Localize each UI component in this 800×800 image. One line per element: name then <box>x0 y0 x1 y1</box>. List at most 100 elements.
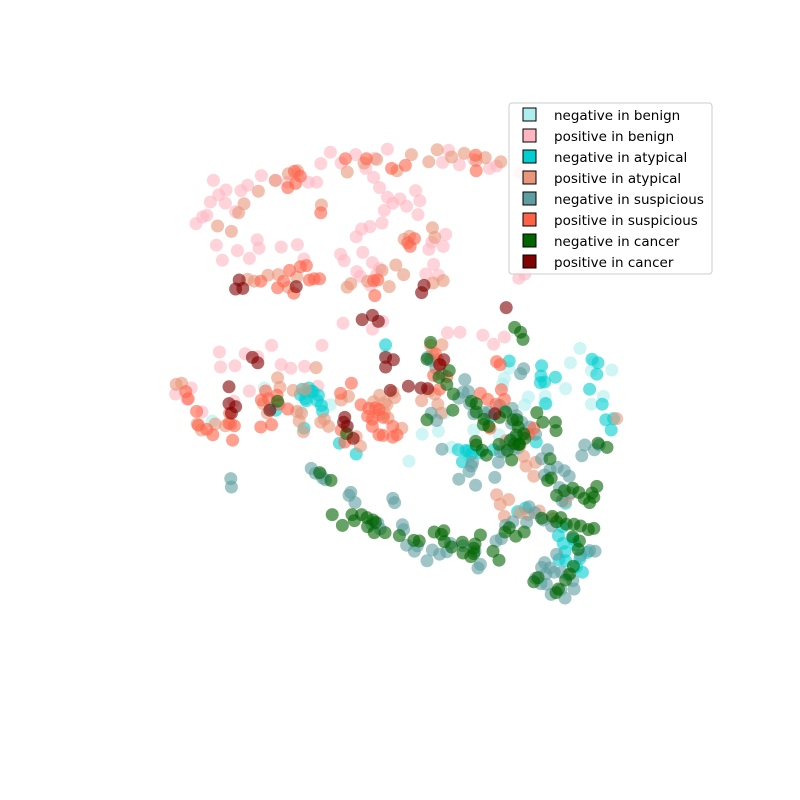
scatter-point <box>254 274 268 288</box>
scatter-point <box>263 403 277 417</box>
scatter-point <box>189 217 203 231</box>
scatter-point <box>222 380 236 394</box>
scatter-point <box>544 471 558 485</box>
scatter-point <box>386 353 400 367</box>
scatter-point <box>359 152 373 166</box>
scatter-point <box>491 455 505 469</box>
scatter-point <box>402 454 416 468</box>
scatter-point <box>502 493 516 507</box>
scatter-point <box>289 280 303 294</box>
points-layer <box>169 142 624 605</box>
scatter-point <box>430 413 444 427</box>
scatter-point <box>419 267 433 281</box>
scatter-point <box>488 407 502 421</box>
scatter-point <box>242 251 256 265</box>
legend-swatch <box>522 170 537 185</box>
scatter-point <box>467 423 481 437</box>
scatter-point <box>549 424 563 438</box>
scatter-point <box>535 359 549 373</box>
scatter-point <box>224 406 238 420</box>
scatter-point <box>440 326 454 340</box>
scatter-point <box>224 480 238 494</box>
scatter-point <box>191 418 205 432</box>
scatter-point <box>237 197 251 211</box>
scatter-point <box>389 258 403 272</box>
scatter-point <box>380 142 394 156</box>
scatter-point <box>383 383 397 397</box>
scatter-point <box>367 526 381 540</box>
scatter-point <box>211 219 225 233</box>
scatter-point <box>268 173 282 187</box>
legend-swatch <box>522 149 537 164</box>
scatter-point <box>404 148 418 162</box>
scatter-point <box>215 253 229 267</box>
scatter-point <box>442 364 456 378</box>
scatter-point <box>271 281 285 295</box>
scatter-point <box>436 239 450 253</box>
scatter-point <box>367 170 381 184</box>
scatter-point <box>325 508 339 522</box>
legend-items: negative in benign positive in benign nega… <box>522 107 704 271</box>
scatter-point <box>385 161 399 175</box>
scatter-point <box>287 164 301 178</box>
scatter-point <box>379 338 393 352</box>
scatter-point <box>539 397 553 411</box>
legend-swatch <box>522 254 537 269</box>
scatter-point <box>362 401 376 415</box>
scatter-point <box>538 375 552 389</box>
scatter-point <box>371 314 385 328</box>
scatter-point <box>457 146 471 160</box>
scatter-point <box>309 361 323 375</box>
legend-label: negative in atypical <box>554 150 687 166</box>
scatter-point <box>370 152 384 166</box>
scatter-point <box>236 281 250 295</box>
scatter-point <box>286 383 300 397</box>
scatter-point <box>427 257 441 271</box>
scatter-point <box>283 263 297 277</box>
scatter-point <box>322 419 336 433</box>
scatter-point <box>584 397 598 411</box>
legend-label: positive in cancer <box>554 255 674 271</box>
scatter-point <box>368 289 382 303</box>
scatter-point <box>411 208 425 222</box>
scatter-point <box>376 428 390 442</box>
scatter-point <box>590 367 604 381</box>
scatter-point <box>550 547 564 561</box>
scatter-point <box>605 363 619 377</box>
scatter-point <box>467 547 481 561</box>
scatter-point <box>530 406 544 420</box>
scatter-point <box>393 192 407 206</box>
scatter-point <box>337 254 351 268</box>
scatter-point <box>435 338 449 352</box>
scatter-point <box>531 571 545 585</box>
legend: negative in benign positive in benign nega… <box>508 102 713 275</box>
scatter-point <box>203 195 217 209</box>
scatter-point <box>499 301 513 315</box>
scatter-point <box>432 370 446 384</box>
scatter-point <box>494 155 508 169</box>
scatter-point <box>338 152 352 166</box>
scatter-point <box>512 271 526 285</box>
scatter-point <box>386 491 400 505</box>
scatter-point <box>398 158 412 172</box>
scatter-point <box>489 397 503 411</box>
scatter-point <box>518 431 532 445</box>
scatter-point <box>355 313 369 327</box>
scatter-point <box>527 469 541 483</box>
scatter-point <box>469 148 483 162</box>
scatter-point <box>600 440 614 454</box>
scatter-point <box>251 356 265 370</box>
scatter-point <box>315 338 329 352</box>
scatter-point <box>487 337 501 351</box>
scatter-point <box>422 155 436 169</box>
scatter-point <box>349 148 363 162</box>
scatter-point <box>392 529 406 543</box>
scatter-point <box>424 335 438 349</box>
scatter-point <box>583 382 597 396</box>
scatter-point <box>371 273 385 287</box>
scatter-point <box>242 384 256 398</box>
scatter-point <box>459 443 473 457</box>
scatter-point <box>604 423 618 437</box>
scatter-point <box>428 230 442 244</box>
